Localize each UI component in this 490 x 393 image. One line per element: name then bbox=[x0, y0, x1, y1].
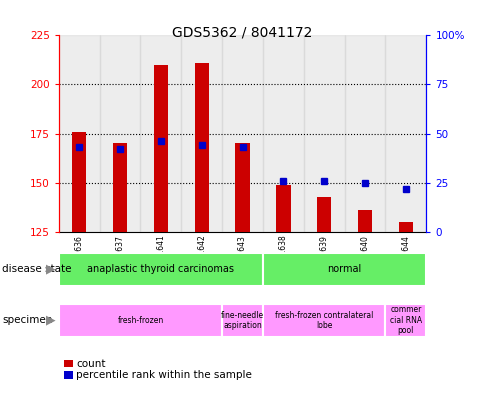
Bar bbox=[235, 143, 250, 232]
Bar bbox=[386, 35, 426, 232]
Bar bbox=[181, 35, 222, 232]
Bar bbox=[276, 185, 291, 232]
Bar bbox=[195, 63, 209, 232]
Text: percentile rank within the sample: percentile rank within the sample bbox=[76, 370, 252, 380]
Bar bbox=[317, 196, 331, 232]
Bar bbox=[154, 65, 168, 232]
Text: commer
cial RNA
pool: commer cial RNA pool bbox=[390, 305, 422, 335]
Text: fine-needle
aspiration: fine-needle aspiration bbox=[221, 310, 264, 330]
Bar bbox=[304, 35, 344, 232]
Text: fresh-frozen: fresh-frozen bbox=[117, 316, 164, 325]
Bar bbox=[263, 304, 386, 337]
Bar bbox=[99, 35, 141, 232]
Bar bbox=[263, 253, 426, 286]
Text: anaplastic thyroid carcinomas: anaplastic thyroid carcinomas bbox=[87, 264, 234, 274]
Text: count: count bbox=[76, 358, 105, 369]
Text: fresh-frozen contralateral
lobe: fresh-frozen contralateral lobe bbox=[275, 310, 373, 330]
Text: ▶: ▶ bbox=[46, 314, 55, 327]
Bar bbox=[222, 35, 263, 232]
Bar bbox=[344, 35, 386, 232]
Bar bbox=[141, 35, 181, 232]
Bar bbox=[386, 304, 426, 337]
Bar bbox=[59, 35, 99, 232]
Bar bbox=[358, 210, 372, 232]
Text: disease state: disease state bbox=[2, 264, 72, 274]
Bar bbox=[113, 143, 127, 232]
Bar bbox=[72, 132, 86, 232]
Text: ▶: ▶ bbox=[46, 263, 55, 276]
Bar bbox=[399, 222, 413, 232]
Bar bbox=[59, 304, 222, 337]
Text: specimen: specimen bbox=[2, 315, 53, 325]
Bar bbox=[59, 253, 263, 286]
Text: normal: normal bbox=[327, 264, 362, 274]
Text: GDS5362 / 8041172: GDS5362 / 8041172 bbox=[172, 26, 313, 40]
Bar bbox=[222, 304, 263, 337]
Bar bbox=[263, 35, 304, 232]
